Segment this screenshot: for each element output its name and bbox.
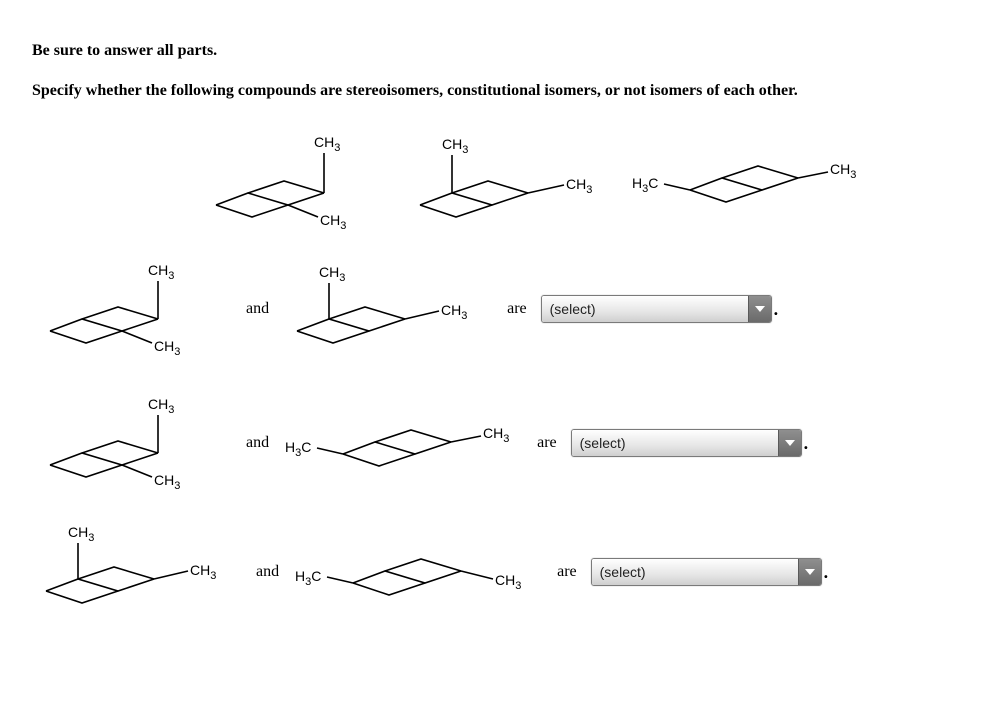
instruction-line-1: Be sure to answer all parts.: [32, 40, 960, 62]
h3c-label: H3C: [295, 568, 321, 588]
q1-select[interactable]: (select): [541, 295, 772, 323]
ch3-label: CH3: [154, 338, 180, 358]
are-label: are: [507, 300, 527, 318]
are-label: are: [537, 434, 557, 452]
dropdown-arrow-icon: [748, 296, 771, 322]
q3-select[interactable]: (select): [591, 558, 822, 586]
q3-structure-left: CH3 CH3: [32, 517, 242, 627]
period: .: [824, 562, 829, 583]
dropdown-arrow-icon: [798, 559, 821, 585]
question-row-3: CH3 CH3 and H3C CH3 are (select) .: [32, 517, 960, 627]
and-label: and: [256, 563, 279, 581]
ch3-label: CH3: [190, 562, 216, 582]
instruction-line-2: Specify whether the following compounds …: [32, 80, 960, 102]
ch3-label: CH3: [68, 524, 94, 544]
ch3-label: CH3: [483, 425, 509, 445]
q1-select-value: (select): [542, 296, 748, 322]
ref-structure-b: CH3 CH3: [406, 119, 616, 239]
q2-select-value: (select): [572, 430, 778, 456]
q2-select[interactable]: (select): [571, 429, 802, 457]
q3-structure-right: H3C CH3: [293, 527, 543, 617]
question-row-2: CH3 CH3 and H3C CH3 are (select) .: [32, 383, 960, 503]
are-label: are: [557, 563, 577, 581]
ref-structure-a: CH3 CH3: [192, 119, 392, 239]
ch3-label: CH3: [495, 572, 521, 592]
period: .: [774, 299, 779, 320]
ch3-label: CH3: [830, 161, 856, 181]
q1-structure-right: CH3 CH3: [283, 249, 493, 369]
ch3-label: CH3: [154, 472, 180, 492]
q3-select-value: (select): [592, 559, 798, 585]
and-label: and: [246, 434, 269, 452]
ch3-label: CH3: [148, 396, 174, 416]
question-row-1: CH3 CH3 and CH3 CH3 are (select) .: [32, 249, 960, 369]
ch3-label: CH3: [319, 264, 345, 284]
ch3-label: CH3: [442, 136, 468, 156]
q2-structure-left: CH3 CH3: [32, 383, 232, 503]
q1-structure-left: CH3 CH3: [32, 249, 232, 369]
ref-structure-c: H3C CH3: [630, 134, 870, 224]
dropdown-arrow-icon: [778, 430, 801, 456]
reference-structures: CH3 CH3 CH3 CH3 H3C: [32, 119, 960, 239]
q2-structure-right: H3C CH3: [283, 398, 523, 488]
h3c-label: H3C: [285, 439, 311, 459]
period: .: [804, 433, 809, 454]
h3c-label: H3C: [632, 175, 658, 195]
ch3-label: CH3: [441, 302, 467, 322]
and-label: and: [246, 300, 269, 318]
ch3-label: CH3: [566, 176, 592, 196]
ch3-label: CH3: [148, 262, 174, 282]
